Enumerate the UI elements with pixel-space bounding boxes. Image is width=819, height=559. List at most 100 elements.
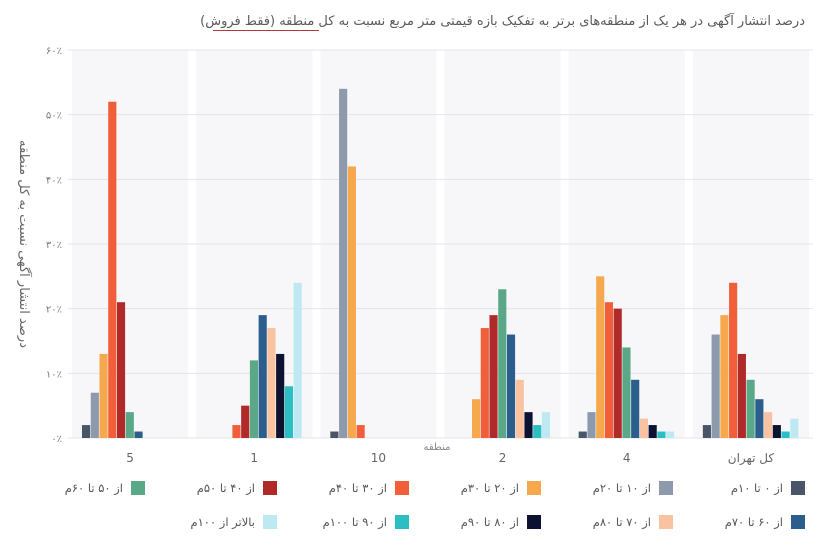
bar (339, 88, 348, 439)
legend-swatch (131, 481, 145, 495)
legend-label: از ۱۰ تا ۲۰م (592, 481, 651, 495)
bar (772, 425, 781, 438)
bar (711, 334, 720, 438)
bar (90, 392, 99, 438)
y-tick-label: ۲۰٪ (46, 305, 62, 316)
bar (82, 425, 91, 438)
chart-title: درصد انتشار آگهی در هر یک از منطقه‌های ب… (200, 14, 805, 29)
bar (258, 315, 267, 438)
bar (471, 399, 481, 438)
bar (604, 302, 614, 438)
bar (746, 379, 755, 438)
bar (276, 353, 285, 438)
title-underline (213, 30, 319, 31)
bar (108, 101, 117, 438)
bar (702, 425, 711, 438)
bar (533, 425, 542, 438)
bar (648, 425, 657, 438)
bar (356, 425, 365, 438)
x-tick-label: 2 (499, 451, 507, 465)
legend-label: از ۸۰ تا ۹۰م (460, 515, 519, 529)
bar-chart: ۰٪ ۱۰٪ ۲۰٪ ۳۰٪ ۴۰٪ ۵۰٪ ۶۰٪ کل تهران 4 2 10 1 5 منطقه د… (16, 46, 813, 466)
legend-swatch (395, 515, 409, 529)
bar (347, 166, 356, 438)
legend-label: از ۹۰ تا ۱۰۰م (322, 515, 387, 529)
legend-item: از ۴۰ تا ۵۰م (197, 480, 277, 496)
legend-swatch (527, 481, 541, 495)
bar (729, 282, 738, 438)
bar (267, 328, 276, 438)
legend-item: از ۵۰ تا ۶۰م (65, 480, 145, 496)
bar (330, 431, 339, 438)
legend-label: از ۶۰ تا ۷۰م (724, 515, 783, 529)
legend-item: بالاتر از ۱۰۰م (190, 514, 277, 530)
legend-item: از ۸۰ تا ۹۰م (461, 514, 541, 530)
bar (125, 412, 134, 438)
y-tick-label: ۰٪ (51, 434, 62, 445)
bar (232, 425, 241, 438)
bar (284, 386, 293, 438)
legend-swatch (263, 515, 277, 529)
bar (541, 412, 551, 438)
x-tick-label: کل تهران (728, 451, 775, 466)
bar (666, 431, 675, 438)
y-tick-label: ۴۰٪ (46, 175, 62, 186)
x-tick-label: 4 (623, 451, 631, 465)
bar (515, 379, 524, 438)
bar (631, 379, 640, 438)
bar (99, 353, 108, 438)
bar (498, 289, 507, 438)
bar (755, 399, 764, 438)
bar (613, 308, 622, 438)
bar (293, 282, 302, 438)
bar (639, 418, 649, 438)
bar (480, 328, 489, 438)
legend-label: از ۰ تا ۱۰م (730, 481, 783, 495)
y-tick-label: ۵۰٪ (46, 111, 62, 122)
y-tick-label: ۱۰٪ (46, 369, 62, 380)
legend-item: از ۶۰ تا ۷۰م (725, 514, 805, 530)
legend-label: از ۲۰ تا ۳۰م (460, 481, 519, 495)
x-tick-label: 5 (126, 451, 134, 465)
bar (737, 353, 746, 438)
legend-label: از ۳۰ تا ۴۰م (328, 481, 387, 495)
bar (587, 412, 596, 438)
legend-item: از ۲۰ تا ۳۰م (461, 480, 541, 496)
x-axis-label: منطقه (424, 442, 451, 453)
legend-swatch (791, 515, 805, 529)
bar (578, 431, 587, 438)
legend-swatch (263, 481, 277, 495)
bar (116, 302, 126, 438)
legend-swatch (527, 515, 541, 529)
y-tick-label: ۶۰٪ (46, 46, 62, 57)
bar (622, 347, 631, 438)
bar (241, 405, 250, 438)
y-axis-label: درصد انتشار آگهی نسبت به کل منطقه (16, 140, 33, 348)
bar (489, 315, 498, 438)
bar (249, 360, 259, 438)
legend-item: از ۹۰ تا ۱۰۰م (323, 514, 409, 530)
legend-label: از ۴۰ تا ۵۰م (196, 481, 255, 495)
x-tick-label: 10 (371, 451, 386, 465)
legend-item: از ۰ تا ۱۰م (731, 480, 805, 496)
legend-item: از ۳۰ تا ۴۰م (329, 480, 409, 496)
legend-swatch (659, 515, 673, 529)
x-tick-label: 1 (250, 451, 258, 465)
bar (720, 315, 729, 438)
bar (596, 276, 605, 438)
legend-swatch (791, 481, 805, 495)
legend-label: از ۵۰ تا ۶۰م (64, 481, 123, 495)
legend-item: از ۱۰ تا ۲۰م (593, 480, 673, 496)
bar (134, 431, 143, 438)
legend-swatch (395, 481, 409, 495)
bar (790, 418, 799, 438)
y-tick-label: ۳۰٪ (46, 240, 62, 251)
legend-label: بالاتر از ۱۰۰م (190, 515, 255, 529)
bar (764, 412, 773, 438)
legend-item: از ۷۰ تا ۸۰م (593, 514, 673, 530)
bar (781, 431, 790, 438)
bar (524, 412, 533, 438)
legend-label: از ۷۰ تا ۸۰م (592, 515, 651, 529)
bar (506, 334, 516, 438)
legend-swatch (659, 481, 673, 495)
